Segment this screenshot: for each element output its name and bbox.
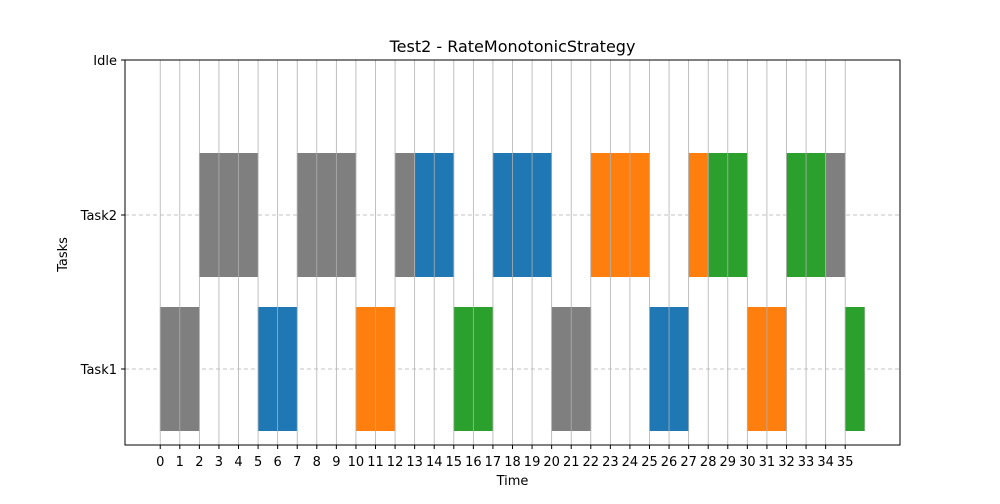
- x-tick-label: 3: [215, 455, 223, 470]
- x-tick-label: 32: [778, 455, 795, 470]
- x-tick-label: 19: [524, 455, 541, 470]
- x-tick-label: 9: [332, 455, 340, 470]
- y-tick-label: Idle: [93, 54, 117, 69]
- task-bar: [199, 153, 259, 277]
- y-axis-title: Tasks: [56, 237, 71, 273]
- x-tick-label: 10: [348, 455, 365, 470]
- x-tick-label: 5: [254, 455, 262, 470]
- x-axis-title: Time: [496, 474, 529, 489]
- x-tick-label: 8: [313, 455, 321, 470]
- task-bar: [825, 153, 846, 277]
- chart-title: Test2 - RateMonotonicStrategy: [389, 37, 636, 56]
- x-tick-label: 15: [446, 455, 463, 470]
- task-bar: [845, 307, 865, 431]
- x-tick-label: 4: [234, 455, 242, 470]
- y-tick-label: Task2: [80, 209, 117, 224]
- x-tick-label: 16: [465, 455, 482, 470]
- x-tick-label: 23: [602, 455, 619, 470]
- x-tick-label: 2: [195, 455, 203, 470]
- x-tick-label: 29: [720, 455, 737, 470]
- x-tick-label: 35: [837, 455, 854, 470]
- x-tick-label: 24: [622, 455, 639, 470]
- x-tick-label: 7: [293, 455, 301, 470]
- y-tick-label: Task1: [80, 363, 117, 378]
- x-tick-label: 11: [367, 455, 384, 470]
- task-bar: [297, 153, 356, 277]
- bar-layer: [159, 153, 866, 431]
- x-tick-label: 12: [387, 455, 404, 470]
- x-tick-label: 30: [739, 455, 756, 470]
- x-tick-label: 27: [680, 455, 697, 470]
- task-bar: [688, 153, 709, 277]
- x-tick-label: 13: [406, 455, 423, 470]
- x-tick-label: 22: [583, 455, 600, 470]
- x-tick-label: 14: [426, 455, 443, 470]
- x-tick-label: 28: [700, 455, 717, 470]
- x-tick-label: 25: [641, 455, 658, 470]
- x-tick-label: 34: [817, 455, 834, 470]
- x-tick-label: 18: [504, 455, 521, 470]
- x-tick-label: 31: [759, 455, 776, 470]
- x-tick-label: 1: [176, 455, 184, 470]
- task-bar: [590, 153, 650, 277]
- x-tick-label: 6: [274, 455, 282, 470]
- x-tick-label: 21: [563, 455, 580, 470]
- x-tick-label: 33: [798, 455, 815, 470]
- tick-layer: 0 1 2 3 4 5 6 7 8 9 10 11 12 13 14 15 16 17 18 19 20 21 22 23 24…: [80, 54, 854, 470]
- task-bar: [492, 153, 552, 277]
- x-tick-label: 17: [485, 455, 502, 470]
- task-bar: [395, 153, 415, 277]
- x-tick-label: 20: [543, 455, 560, 470]
- x-tick-label: 0: [156, 455, 164, 470]
- x-tick-label: 26: [661, 455, 678, 470]
